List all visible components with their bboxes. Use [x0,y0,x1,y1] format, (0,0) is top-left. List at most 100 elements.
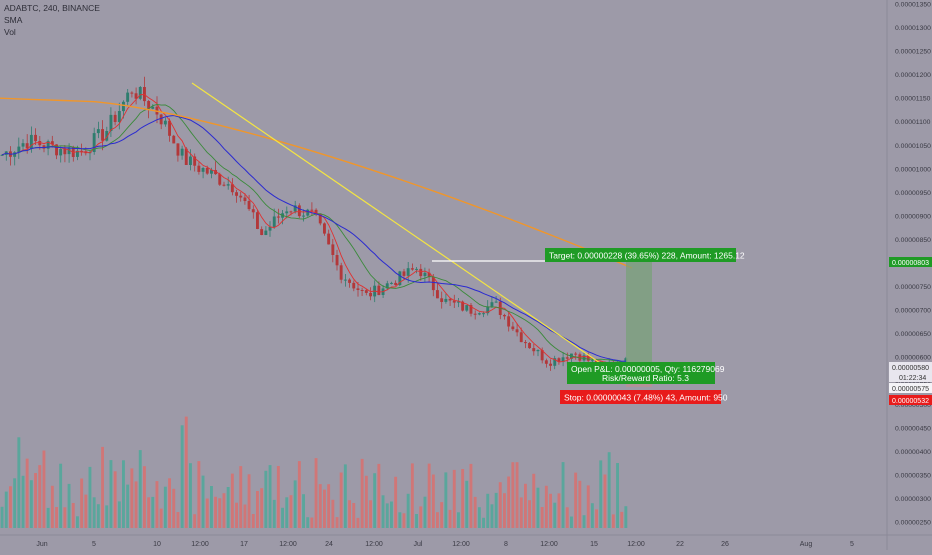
volume-bar [88,466,92,528]
volume-bar [297,461,301,528]
y-tick-label: 0.00000350 [895,472,931,479]
volume-bar [260,488,264,528]
candle-body [29,134,33,149]
volume-bar [586,485,590,528]
volume-bar [235,502,238,528]
volume-bar [536,487,540,528]
candle-body [339,265,343,280]
candle-body [540,350,544,361]
candle-body [251,209,255,213]
y-tick-label: 0.00000250 [895,520,931,527]
price-tag-stop: 0.00000532 [889,395,932,405]
candle-body [126,92,130,102]
candle-body [193,156,197,166]
target-label[interactable]: Target: 0.00000228 (39.65%) 228, Amount:… [545,248,745,262]
volume-bar [264,470,268,528]
candle-body [268,226,272,231]
target-label-box [545,248,736,262]
sma-mid-line[interactable] [1,103,626,363]
volume-bar [419,506,423,528]
countdown-text: 01:22:34 [899,375,926,382]
candle-body [168,120,171,136]
volume-bar [117,501,121,528]
sma-fast-line[interactable] [1,94,627,366]
stop-label[interactable]: Stop: 0.00000043 (7.48%) 43, Amount: 950 [560,390,728,404]
candle-body [331,244,335,255]
candle-body [448,298,452,301]
volume-bar [17,437,21,528]
candle-body [528,343,531,349]
volume-bar [327,484,331,528]
volume-bar [335,517,339,528]
candle-body [50,141,54,145]
sma-slow-line[interactable] [1,114,626,362]
volume-bar [519,497,523,528]
candle-body [486,306,490,314]
volume-bar [561,462,565,528]
candle-body [473,313,477,315]
open-pnl-label[interactable]: Open P&L: 0.00000005, Qty: 116279069 Ris… [567,362,725,384]
volume-bar [25,458,29,528]
trendline[interactable] [191,82,601,364]
candle-body [323,223,326,234]
candle-body [235,192,238,196]
candle-body [590,360,594,362]
candle-body [452,300,456,303]
candle-body [306,209,310,216]
candle-body [402,271,406,276]
volume-bar [50,485,54,528]
volume-bar [42,450,46,528]
volume-bar [197,461,201,528]
volume-bar [143,466,146,528]
volume-bar [318,484,322,528]
candle-body [297,205,301,217]
volume-bar [377,463,381,528]
volume-bar [314,458,318,528]
volume-bar [96,504,100,528]
candle-body [406,268,410,276]
volume-bar [457,512,460,528]
volume-bar [13,478,17,528]
symbol-title[interactable]: ADABTC, 240, BINANCE [4,3,100,13]
volume-bar [339,472,343,528]
x-tick-label: 17 [240,541,248,548]
volume-bar [84,494,88,528]
candle-body [503,315,506,317]
candle-body [163,120,167,125]
volume-layer [0,416,628,528]
candle-body [423,272,427,277]
volume-bar [490,504,494,528]
candle-body [67,147,71,155]
price-tag-current-text: 0.00000580 [892,365,929,372]
y-tick-label: 0.00000750 [895,284,931,291]
volume-bar [214,496,217,528]
candle-body [25,143,29,149]
candle-body [494,301,498,303]
candle-body [63,148,67,155]
indicator-vol-label[interactable]: Vol [4,27,16,37]
indicator-sma-label[interactable]: SMA [4,15,23,25]
volume-bar [268,465,272,528]
volume-bar [398,512,402,528]
candle-body [92,133,96,152]
time-axis[interactable]: Jun 5 10 12:00 17 12:00 24 12:00 Jul 12:00 8 12:00 1… [36,541,854,548]
volume-bar [590,503,594,528]
volume-bar [310,517,314,528]
price-tag-target-text: 0.00000803 [892,260,929,267]
x-tick-label: 12:00 [627,541,645,548]
volume-bar [272,499,276,528]
volume-bar [524,483,527,528]
volume-bar [201,475,205,528]
candle-body [549,363,552,366]
price-tag-target: 0.00000803 [889,257,932,267]
x-tick-label: 12:00 [191,541,209,548]
volume-bar [172,488,176,528]
target-zone[interactable] [626,261,652,373]
volume-bar [452,469,456,528]
volume-bar [155,481,159,528]
candle-body [364,290,368,293]
sma-long-line[interactable] [0,97,633,269]
volume-bar [427,463,431,528]
volume-bar [461,469,465,528]
